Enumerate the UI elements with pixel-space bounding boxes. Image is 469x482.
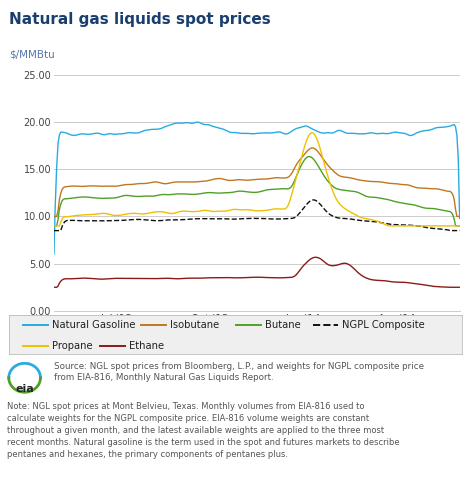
- Text: Note: NGL spot prices at Mont Belvieu, Texas. Monthly volumes from EIA-816 used : Note: NGL spot prices at Mont Belvieu, T…: [7, 402, 400, 459]
- Text: Source: NGL spot prices from Bloomberg, L.P., and weights for NGPL composite pri: Source: NGL spot prices from Bloomberg, …: [54, 362, 424, 382]
- Text: Natural gas liquids spot prices: Natural gas liquids spot prices: [9, 12, 271, 27]
- Text: Butane: Butane: [265, 320, 301, 330]
- Text: Natural Gasoline: Natural Gasoline: [53, 320, 136, 330]
- Text: Isobutane: Isobutane: [170, 320, 219, 330]
- Text: Ethane: Ethane: [129, 341, 165, 350]
- Text: Propane: Propane: [53, 341, 93, 350]
- Text: eia: eia: [15, 384, 34, 394]
- Text: $/MMBtu: $/MMBtu: [9, 50, 55, 60]
- Text: NGPL Composite: NGPL Composite: [342, 320, 425, 330]
